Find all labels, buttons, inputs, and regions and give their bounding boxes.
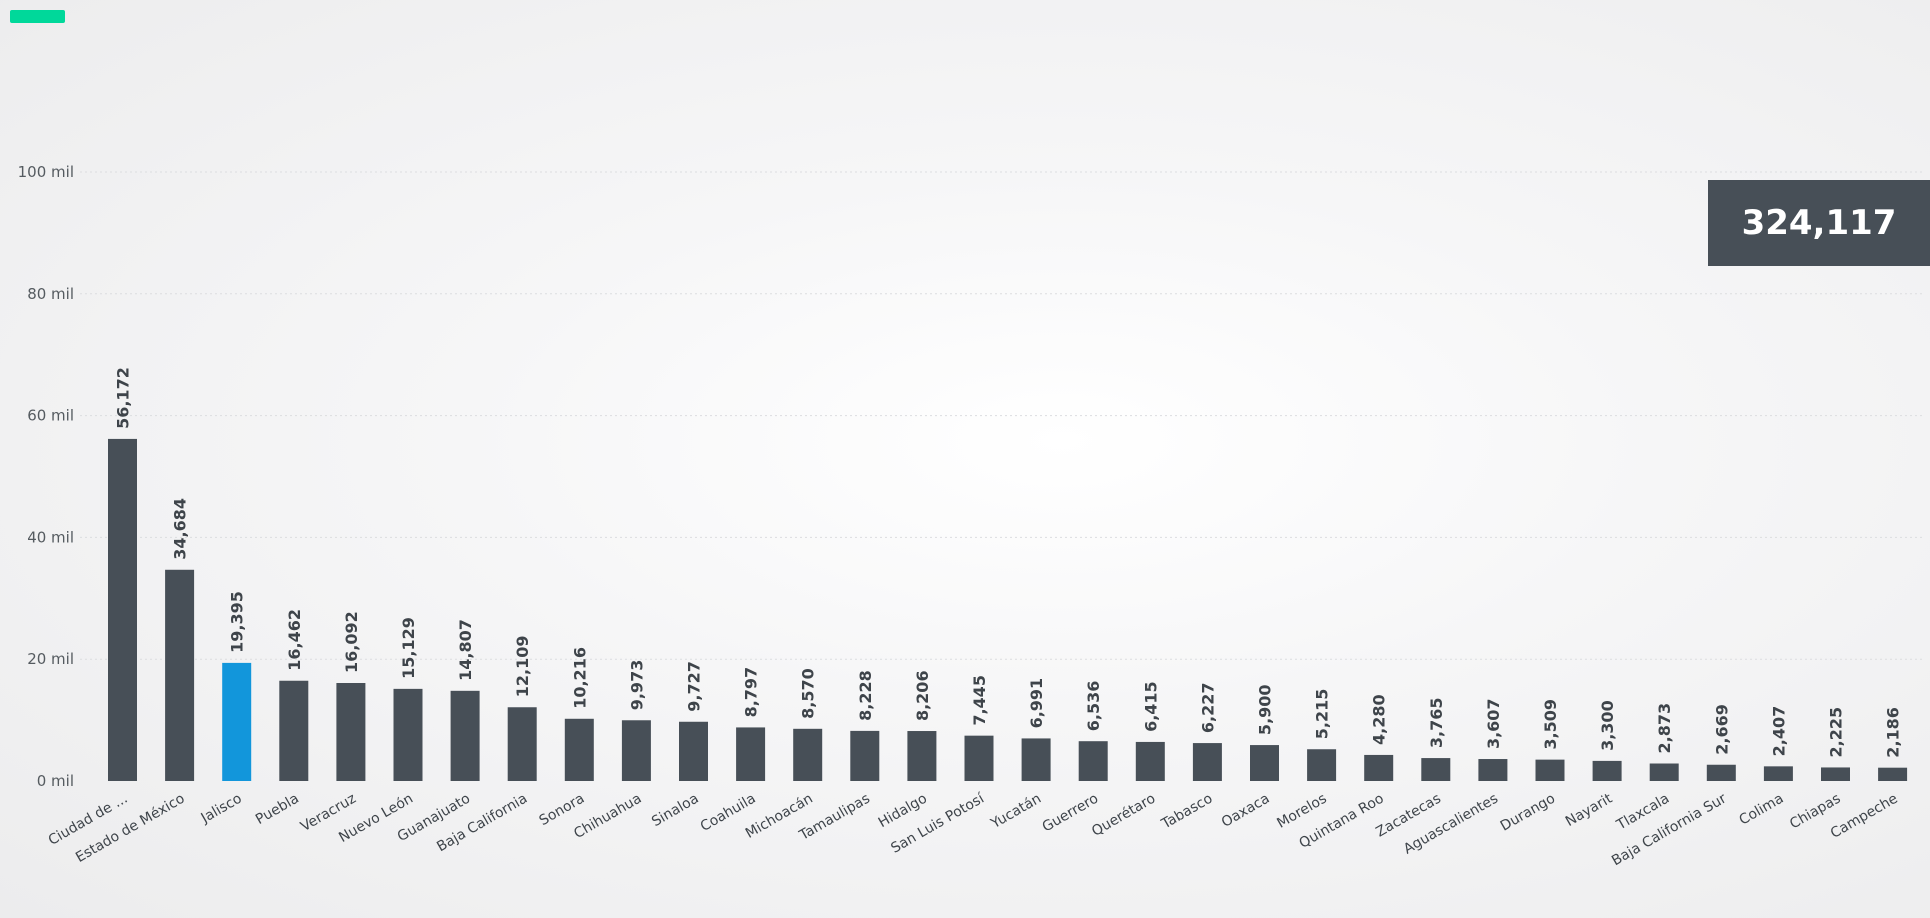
value-label: 8,570 bbox=[799, 668, 818, 719]
y-tick-label: 60 mil bbox=[27, 407, 74, 425]
bar bbox=[108, 438, 137, 781]
bar bbox=[1135, 741, 1165, 781]
value-label: 9,973 bbox=[627, 660, 646, 711]
value-label: 56,172 bbox=[114, 367, 133, 429]
total-value: 324,117 bbox=[1741, 203, 1897, 243]
bar bbox=[1478, 759, 1508, 781]
y-tick-label: 80 mil bbox=[27, 285, 74, 303]
value-label: 5,900 bbox=[1256, 684, 1275, 735]
bar bbox=[1649, 763, 1679, 781]
bar bbox=[621, 720, 651, 781]
category-label: Nayarit bbox=[1563, 790, 1616, 830]
value-label: 2,873 bbox=[1655, 703, 1674, 754]
bar bbox=[1250, 745, 1279, 781]
category-label: Sinaloa bbox=[649, 791, 701, 830]
bar bbox=[1706, 764, 1736, 781]
value-label: 8,228 bbox=[856, 670, 875, 721]
bar bbox=[679, 721, 708, 781]
value-label: 16,092 bbox=[342, 611, 361, 673]
value-label: 15,129 bbox=[399, 617, 418, 679]
value-label: 3,765 bbox=[1427, 697, 1446, 748]
bar bbox=[964, 735, 994, 781]
bar bbox=[279, 680, 309, 781]
bar bbox=[507, 707, 537, 781]
bar bbox=[564, 718, 594, 781]
value-label: 10,216 bbox=[570, 647, 589, 709]
bar bbox=[1078, 741, 1108, 781]
category-label: Jalisco bbox=[198, 791, 245, 827]
bar bbox=[1192, 743, 1222, 781]
category-label: Durango bbox=[1498, 791, 1558, 835]
category-label: Puebla bbox=[253, 791, 302, 828]
value-label: 8,206 bbox=[913, 670, 932, 721]
bar bbox=[1763, 766, 1793, 781]
bar bbox=[1821, 767, 1850, 781]
bar bbox=[1592, 760, 1622, 781]
bar bbox=[393, 688, 423, 781]
value-label: 2,407 bbox=[1769, 706, 1788, 757]
y-tick-label: 40 mil bbox=[27, 528, 74, 546]
value-label: 12,109 bbox=[513, 636, 532, 698]
value-label: 2,186 bbox=[1884, 707, 1903, 758]
value-label: 16,462 bbox=[285, 609, 304, 671]
value-label: 14,807 bbox=[456, 619, 475, 681]
category-label: San Luis Potosí bbox=[888, 790, 988, 857]
bar bbox=[336, 682, 366, 781]
value-label: 34,684 bbox=[171, 498, 190, 560]
y-tick-label: 100 mil bbox=[18, 163, 74, 181]
bar bbox=[1878, 767, 1908, 781]
value-label: 9,727 bbox=[685, 661, 704, 712]
value-label: 6,991 bbox=[1027, 678, 1046, 729]
category-label: Yucatán bbox=[988, 791, 1045, 833]
bar bbox=[1535, 759, 1565, 781]
category-label: Aguascalientes bbox=[1401, 791, 1501, 858]
value-label: 6,536 bbox=[1084, 681, 1103, 732]
value-label: 3,300 bbox=[1598, 700, 1617, 751]
bar bbox=[1307, 749, 1337, 781]
bar bbox=[1021, 738, 1051, 781]
value-label: 5,215 bbox=[1313, 689, 1332, 740]
bar bbox=[165, 569, 195, 781]
value-label: 3,607 bbox=[1484, 698, 1503, 749]
value-label: 8,797 bbox=[742, 667, 761, 718]
category-label: Oaxaca bbox=[1219, 791, 1273, 831]
category-label: Querétaro bbox=[1089, 791, 1158, 840]
value-label: 2,225 bbox=[1827, 707, 1846, 758]
value-label: 4,280 bbox=[1370, 694, 1389, 745]
category-label: Estado de México bbox=[73, 791, 187, 866]
bar bbox=[793, 728, 823, 781]
bar bbox=[1364, 754, 1394, 781]
category-label: Colima bbox=[1737, 791, 1787, 829]
value-label: 6,415 bbox=[1141, 681, 1160, 732]
bar bbox=[222, 662, 252, 781]
bar bbox=[450, 690, 480, 781]
total-badge: 324,117 bbox=[1708, 180, 1930, 266]
bar bbox=[1421, 758, 1451, 781]
y-tick-label: 0 mil bbox=[37, 772, 74, 790]
value-label: 6,227 bbox=[1198, 682, 1217, 733]
value-label: 7,445 bbox=[970, 675, 989, 726]
category-label: Tabasco bbox=[1158, 791, 1215, 833]
value-label: 2,669 bbox=[1712, 704, 1731, 755]
bar bbox=[907, 731, 937, 781]
y-tick-label: 20 mil bbox=[27, 650, 74, 668]
accent-tab bbox=[10, 10, 65, 23]
value-label: 3,509 bbox=[1541, 699, 1560, 750]
bar bbox=[850, 730, 880, 781]
bar bbox=[736, 727, 766, 781]
value-label: 19,395 bbox=[228, 591, 247, 653]
